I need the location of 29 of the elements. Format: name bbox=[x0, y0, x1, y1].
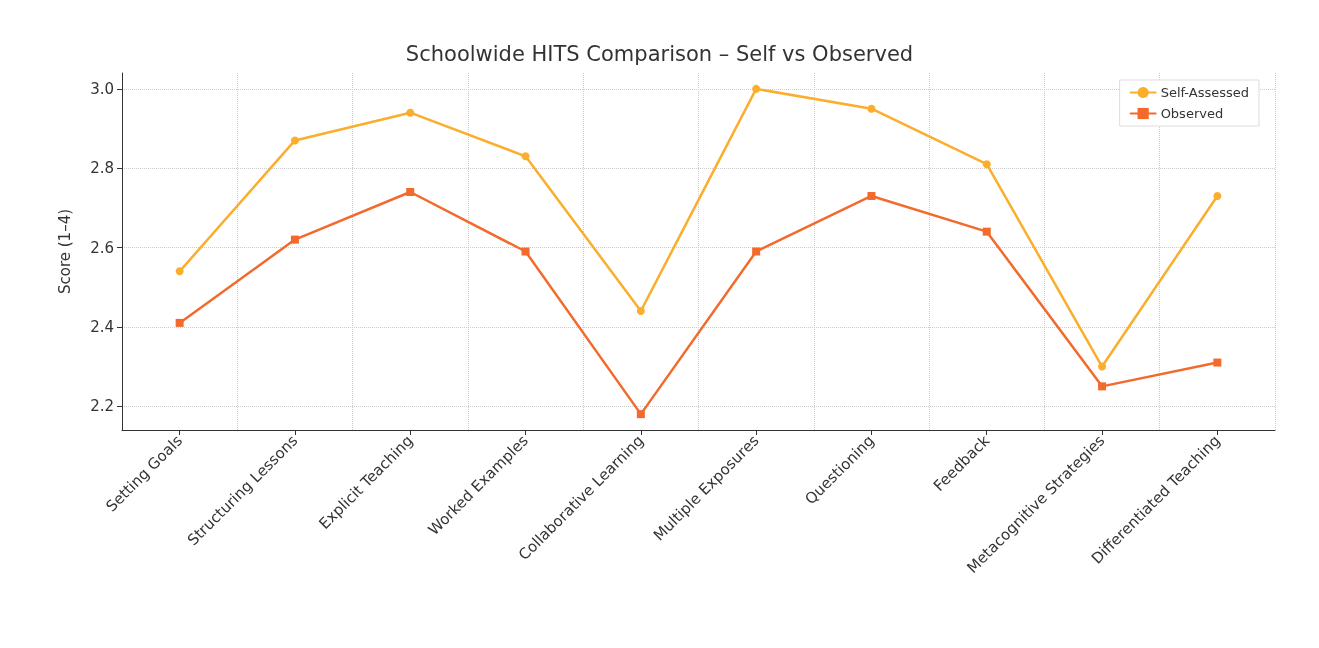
y-axis-title: Score (1–4) bbox=[55, 208, 74, 295]
point bbox=[752, 247, 761, 256]
point bbox=[406, 108, 415, 117]
point bbox=[982, 160, 991, 169]
point bbox=[982, 227, 991, 236]
point bbox=[867, 104, 876, 113]
point bbox=[752, 84, 761, 93]
point bbox=[290, 235, 299, 244]
legend-label: Self-Assessed bbox=[1160, 85, 1250, 100]
point bbox=[867, 191, 876, 200]
y-tick-label: 2.4 bbox=[90, 317, 114, 336]
chart-title: Schoolwide HITS Comparison – Self vs Observed bbox=[405, 41, 914, 66]
point bbox=[521, 247, 530, 256]
point bbox=[1213, 191, 1222, 200]
point bbox=[636, 410, 645, 419]
point bbox=[175, 267, 184, 276]
point bbox=[636, 307, 645, 315]
point bbox=[1098, 362, 1107, 371]
legend-label: Observed bbox=[1160, 106, 1224, 121]
y-tick-label: 2.2 bbox=[90, 397, 114, 416]
y-tick-label: 2.8 bbox=[90, 159, 114, 178]
y-tick-label: 2.6 bbox=[90, 238, 114, 257]
point bbox=[1098, 382, 1107, 391]
point bbox=[521, 152, 530, 161]
point bbox=[406, 188, 415, 196]
y-tick-label: 3.0 bbox=[90, 79, 114, 98]
point bbox=[175, 318, 184, 327]
point bbox=[1213, 358, 1222, 367]
point bbox=[290, 136, 299, 145]
